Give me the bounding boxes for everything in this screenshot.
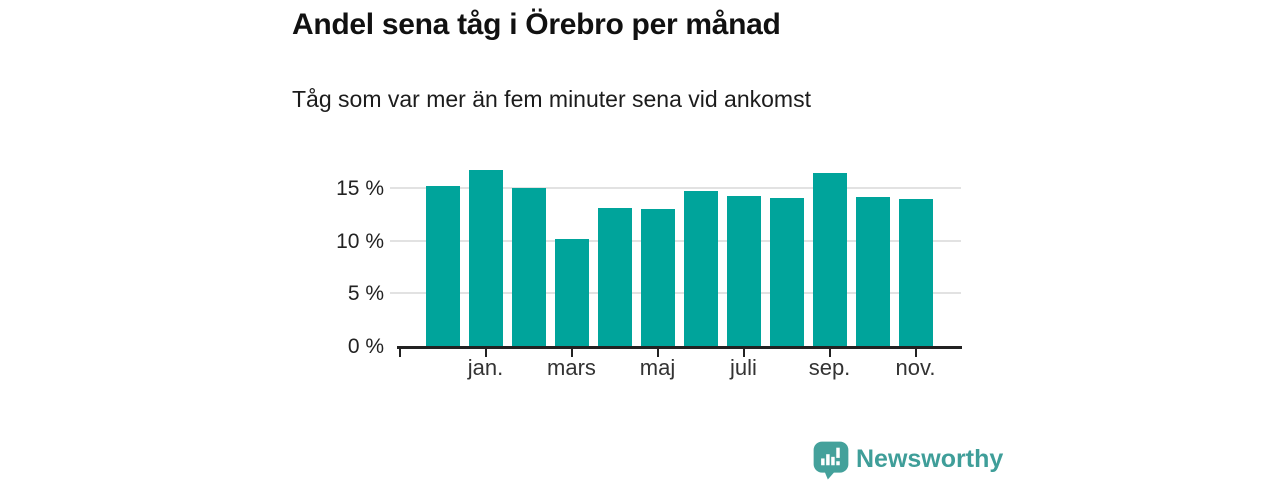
x-axis-label-nov: nov.	[895, 355, 936, 380]
bar-month-1	[425, 185, 460, 346]
newsworthy-logo-icon	[812, 440, 850, 480]
x-axis-label-sep: sep.	[808, 355, 851, 380]
y-axis-label-15: 15 %	[336, 176, 384, 200]
x-axis-line	[397, 346, 962, 349]
x-axis-tick-0	[398, 349, 401, 357]
bar-month-7	[683, 190, 718, 346]
bar-month-5	[597, 207, 632, 346]
x-axis-tick-2	[570, 349, 573, 357]
x-axis-tick-5	[828, 349, 831, 357]
x-axis-tick-3	[656, 349, 659, 357]
bar-month-11	[855, 197, 890, 346]
y-axis-label-10: 10 %	[336, 229, 384, 253]
x-axis-label-jan: jan.	[467, 355, 504, 380]
x-axis-tick-6	[914, 349, 917, 357]
y-axis-label-0: 0 %	[347, 335, 384, 358]
bar-mars	[554, 239, 589, 346]
bar-month-3	[511, 187, 546, 346]
x-axis-tick-1	[484, 349, 487, 357]
page-title: Andel sena tåg i Örebro per månad	[292, 8, 781, 41]
bar-nov.	[898, 199, 933, 346]
bar-month-9	[769, 198, 804, 346]
x-axis-label-maj: maj	[639, 355, 676, 380]
x-axis-label-mars: mars	[547, 355, 596, 380]
x-axis-tick-4	[742, 349, 745, 357]
bar-jan.	[468, 169, 503, 346]
brand-wordmark: Newsworthy	[856, 445, 1004, 473]
x-axis-label-juli: juli	[730, 355, 757, 380]
bar-sep.	[812, 172, 847, 346]
bar-juli	[726, 196, 761, 346]
bar-maj	[640, 208, 675, 346]
page-subtitle: Tåg som var mer än fem minuter sena vid …	[292, 86, 811, 112]
gridline-15	[390, 186, 961, 189]
gridline-10	[390, 239, 961, 242]
y-axis-label-5: 5 %	[347, 282, 384, 306]
gridline-5	[390, 292, 961, 295]
